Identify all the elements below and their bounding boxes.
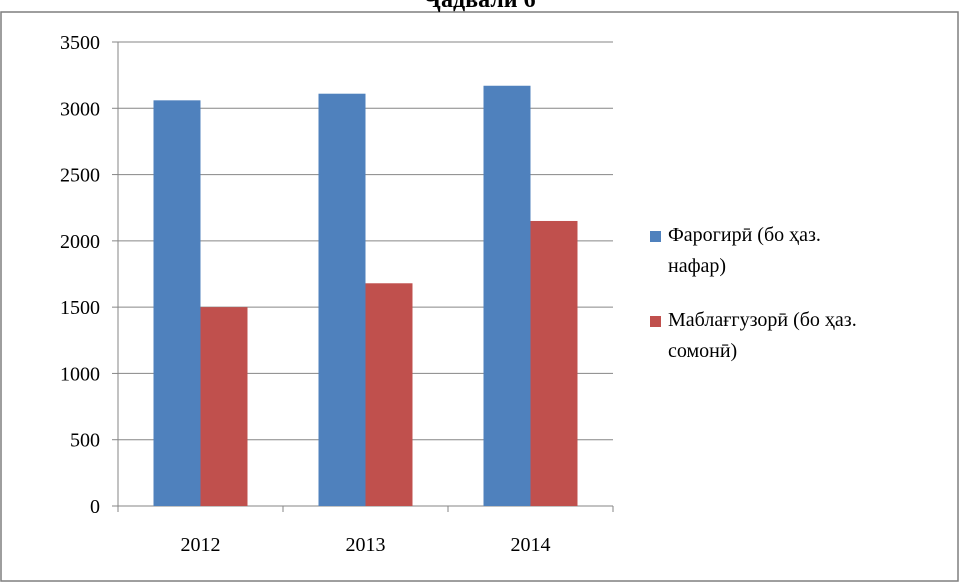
- bar: [153, 100, 201, 507]
- legend-label: Маблағгузорӣ (бо ҳаз. сомонӣ): [668, 309, 857, 362]
- y-tick-label: 3000: [60, 98, 100, 120]
- legend: Фарогирӣ (бо ҳаз. нафар) Маблағгузорӣ (бо …: [650, 224, 857, 362]
- x-tick-label: 2012: [181, 534, 221, 556]
- bar: [530, 220, 578, 506]
- y-axis-ticks: 0 500 1000 1500 2000 2500 3000 3500: [60, 32, 100, 518]
- bar: [483, 85, 531, 507]
- legend-swatch: [650, 316, 661, 327]
- y-tick-label: 2500: [60, 165, 100, 187]
- bar: [318, 93, 366, 507]
- y-tick-label: 1500: [60, 297, 100, 319]
- page-caption: Ҷадвали 6: [423, 0, 536, 13]
- y-tick-label: 0: [90, 496, 100, 518]
- y-tick-label: 3500: [60, 32, 100, 54]
- bars: [153, 85, 578, 507]
- bar: [365, 283, 413, 506]
- legend-label: Фарогирӣ (бо ҳаз. нафар): [668, 224, 821, 277]
- chart-border: [0, 11, 959, 582]
- x-axis-ticks: 2012 2013 2014: [181, 534, 551, 556]
- y-tick-label: 1000: [60, 363, 100, 385]
- x-tick-label: 2014: [511, 534, 551, 556]
- bar: [200, 307, 248, 506]
- x-tick-label: 2013: [346, 534, 386, 556]
- y-tick-label: 2000: [60, 231, 100, 253]
- legend-swatch: [650, 231, 661, 242]
- y-tick-label: 500: [70, 430, 100, 452]
